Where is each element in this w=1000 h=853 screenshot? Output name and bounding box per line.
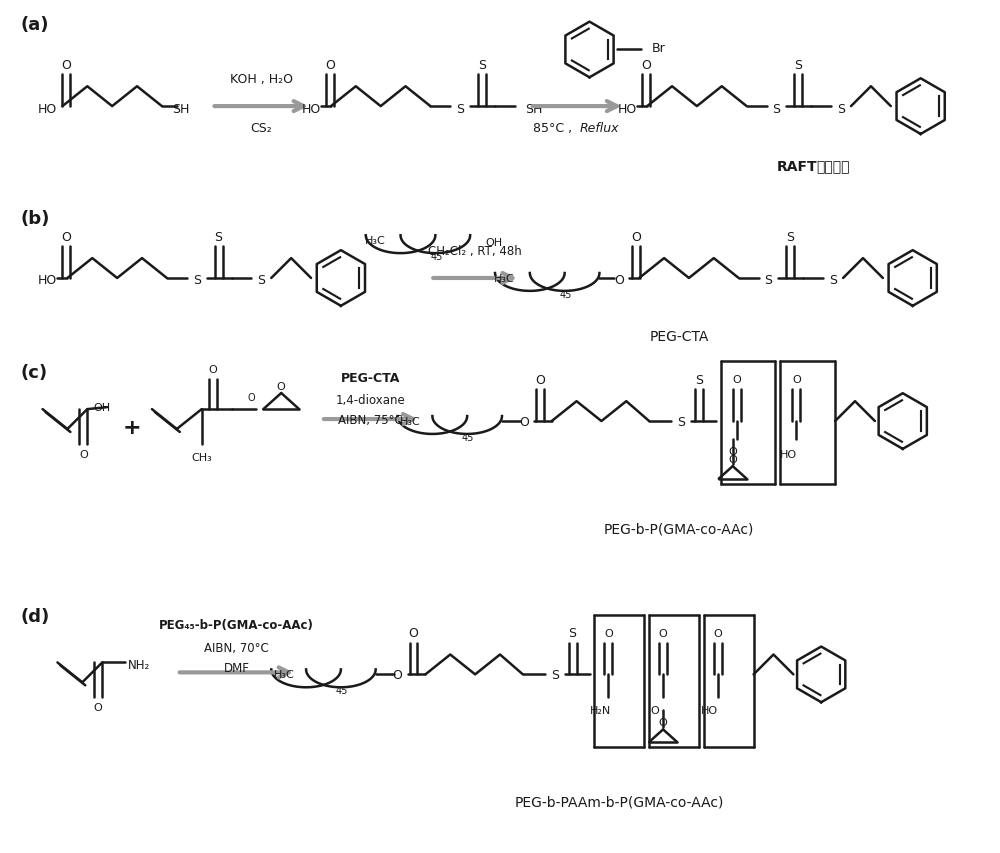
- Text: O: O: [713, 628, 722, 638]
- Text: AIBN, 70°C: AIBN, 70°C: [204, 641, 269, 654]
- Text: O: O: [325, 59, 335, 72]
- Text: PEG-b-P(GMA-co-AAc): PEG-b-P(GMA-co-AAc): [604, 522, 754, 536]
- Text: O: O: [393, 668, 403, 681]
- Text: HO: HO: [701, 705, 718, 716]
- Text: SH: SH: [525, 102, 542, 115]
- Text: S: S: [456, 102, 464, 115]
- Text: HO: HO: [38, 274, 57, 287]
- Text: S: S: [569, 626, 577, 640]
- Text: AIBN, 75°C: AIBN, 75°C: [338, 413, 403, 426]
- Text: 45: 45: [462, 432, 474, 443]
- Text: CH₃: CH₃: [191, 452, 212, 462]
- Text: H₃C: H₃C: [365, 236, 386, 246]
- Text: 45: 45: [559, 289, 572, 299]
- Text: (a): (a): [21, 15, 49, 33]
- Text: 45: 45: [336, 686, 348, 695]
- Text: Br: Br: [652, 42, 666, 55]
- Text: O: O: [651, 705, 660, 716]
- Text: (b): (b): [21, 210, 50, 228]
- Text: SH: SH: [172, 102, 189, 115]
- Text: S: S: [786, 230, 794, 243]
- Text: H₃C: H₃C: [494, 274, 515, 284]
- Text: S: S: [765, 274, 773, 287]
- Text: S: S: [257, 274, 265, 287]
- Text: HO: HO: [780, 450, 797, 459]
- Text: O: O: [728, 446, 737, 456]
- Text: PEG-CTA: PEG-CTA: [649, 329, 709, 343]
- Text: KOH , H₂O: KOH , H₂O: [230, 73, 293, 85]
- Text: S: S: [551, 668, 559, 681]
- Text: O: O: [732, 374, 741, 385]
- Text: +: +: [123, 417, 141, 438]
- Text: S: S: [677, 415, 685, 428]
- Text: PEG₄₅-b-P(GMA-co-AAc): PEG₄₅-b-P(GMA-co-AAc): [159, 618, 314, 631]
- Text: O: O: [535, 374, 545, 386]
- Text: O: O: [519, 415, 529, 428]
- Text: O: O: [409, 626, 418, 640]
- Text: Reflux: Reflux: [580, 122, 619, 136]
- Text: O: O: [631, 230, 641, 243]
- Text: OH: OH: [485, 238, 502, 248]
- Text: S: S: [772, 102, 780, 115]
- Text: S: S: [829, 274, 837, 287]
- Text: S: S: [478, 59, 486, 72]
- Text: HO: HO: [38, 102, 57, 115]
- Text: O: O: [604, 628, 613, 638]
- Text: H₃C: H₃C: [400, 416, 420, 426]
- Text: O: O: [248, 392, 255, 403]
- Text: PEG-CTA: PEG-CTA: [341, 371, 400, 385]
- Text: H₃C: H₃C: [273, 670, 294, 680]
- Text: HO: HO: [302, 102, 321, 115]
- Text: 85°C ,: 85°C ,: [533, 122, 577, 136]
- Text: OH: OH: [94, 403, 111, 413]
- Text: CS₂: CS₂: [250, 122, 272, 136]
- Text: H₂N: H₂N: [590, 705, 611, 716]
- Text: DMF: DMF: [224, 661, 249, 674]
- Text: O: O: [277, 381, 286, 392]
- Text: PEG-b-PAAm-b-P(GMA-co-AAc): PEG-b-PAAm-b-P(GMA-co-AAc): [515, 795, 724, 809]
- Text: S: S: [193, 274, 201, 287]
- Text: O: O: [208, 365, 217, 375]
- Text: O: O: [61, 230, 71, 243]
- Text: O: O: [659, 628, 667, 638]
- Text: S: S: [215, 230, 223, 243]
- Text: O: O: [728, 455, 737, 465]
- Text: O: O: [659, 717, 667, 728]
- Text: CH₂Cl₂ , RT, 48h: CH₂Cl₂ , RT, 48h: [428, 244, 522, 258]
- Text: S: S: [695, 374, 703, 386]
- Text: (c): (c): [21, 364, 48, 382]
- Text: 1,4-dioxane: 1,4-dioxane: [336, 393, 406, 406]
- Text: RAFT: RAFT: [776, 160, 817, 173]
- Text: 链转移剂: 链转移剂: [816, 160, 850, 173]
- Text: O: O: [61, 59, 71, 72]
- Text: (d): (d): [21, 607, 50, 625]
- Text: NH₂: NH₂: [128, 659, 150, 671]
- Text: S: S: [794, 59, 802, 72]
- Text: HO: HO: [618, 102, 637, 115]
- Text: O: O: [792, 374, 801, 385]
- Text: 45: 45: [430, 252, 443, 262]
- Text: O: O: [94, 702, 103, 712]
- Text: O: O: [614, 274, 624, 287]
- Text: S: S: [837, 102, 845, 115]
- Text: O: O: [79, 450, 88, 459]
- Text: O: O: [641, 59, 651, 72]
